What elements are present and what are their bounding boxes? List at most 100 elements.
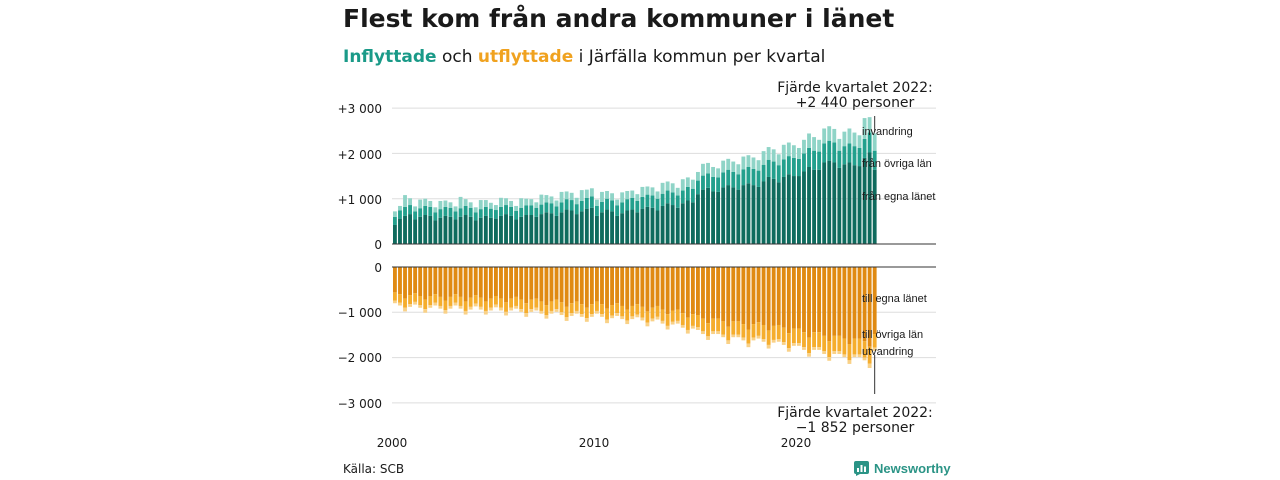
bar-inflow-own-county (771, 178, 776, 244)
bar-inflow-other-county (776, 165, 781, 183)
bar-inflow-immigration (463, 199, 468, 206)
bar-inflow-own-county (438, 217, 443, 244)
bar-outflow-own-county (711, 267, 715, 319)
bar-outflow-own-county (620, 267, 625, 306)
bar-inflow-own-county (554, 215, 559, 244)
bar-outflow-other-county (655, 305, 660, 317)
bar-outflow-own-county (453, 267, 458, 295)
bar-inflow-immigration (625, 190, 630, 200)
bar-outflow-own-county (600, 267, 604, 305)
bar-inflow-immigration (660, 182, 665, 194)
bar-inflow-own-county (605, 209, 609, 244)
bar-inflow-own-county (559, 212, 564, 244)
bar-inflow-own-county (701, 189, 705, 244)
y-tick-bottom-1000: −1 000 (338, 306, 382, 320)
bar-inflow-own-county (488, 217, 493, 244)
bar-outflow-other-county (584, 307, 589, 319)
bar-inflow-other-county (574, 204, 579, 215)
bar-outflow-other-county (458, 296, 463, 306)
bar-inflow-own-county (635, 212, 640, 244)
bar-inflow-other-county (418, 208, 423, 217)
bar-outflow-own-county (544, 267, 549, 306)
bar-inflow-own-county (574, 214, 579, 244)
bar-outflow-own-county (731, 267, 736, 322)
bar-outflow-other-county (781, 327, 786, 343)
bar-inflow-other-county (600, 201, 604, 213)
bar-inflow-other-county (539, 204, 544, 215)
bar-outflow-other-county (393, 292, 397, 301)
bar-outflow-own-county (761, 267, 766, 325)
bar-inflow-immigration (786, 142, 791, 157)
bar-inflow-own-county (741, 185, 746, 244)
bar-inflow-immigration (862, 118, 867, 139)
bar-inflow-other-county (519, 207, 524, 217)
legend-fran-ovriga-lan: från övriga län (862, 158, 932, 170)
bar-inflow-other-county (665, 190, 670, 204)
bar-inflow-other-county (645, 194, 650, 207)
bar-outflow-emigration (494, 304, 498, 308)
bar-inflow-other-county (408, 205, 412, 215)
bar-outflow-own-county (605, 267, 609, 309)
bar-inflow-other-county (867, 132, 872, 153)
bar-outflow-own-county (448, 267, 453, 297)
bar-outflow-own-county (776, 267, 781, 325)
brand-logo[interactable]: Newsworthy (854, 461, 951, 476)
bar-outflow-other-county (857, 338, 862, 355)
bar-outflow-emigration (696, 327, 700, 330)
bar-inflow-immigration (559, 191, 564, 203)
bar-inflow-immigration (534, 202, 539, 208)
bar-inflow-immigration (665, 181, 670, 191)
bar-outflow-own-county (822, 267, 827, 336)
bar-outflow-other-county (660, 309, 665, 321)
bar-outflow-emigration (529, 309, 534, 312)
bar-outflow-other-county (433, 294, 438, 303)
bar-outflow-emigration (726, 340, 731, 345)
bar-inflow-own-county (569, 210, 574, 244)
bar-outflow-own-county (438, 267, 443, 297)
bar-inflow-other-county (549, 203, 554, 214)
bar-outflow-other-county (519, 299, 524, 310)
bar-inflow-immigration (867, 117, 872, 133)
bar-inflow-own-county (690, 202, 695, 244)
bar-outflow-emigration (408, 304, 412, 307)
bar-inflow-other-county (660, 193, 665, 206)
bar-inflow-own-county (539, 214, 544, 244)
bar-inflow-other-county (564, 199, 569, 210)
bar-inflow-immigration (807, 133, 811, 148)
chart-subtitle: Inflyttade och utflyttade i Järfälla kom… (343, 47, 825, 67)
bar-outflow-other-county (423, 299, 428, 310)
bar-inflow-other-county (504, 205, 508, 215)
y-tick-bottom-2000: −2 000 (338, 351, 382, 365)
bar-inflow-immigration (408, 198, 412, 206)
bar-inflow-other-county (413, 211, 418, 220)
bar-outflow-emigration (579, 314, 584, 317)
bar-outflow-own-county (423, 267, 428, 300)
bar-outflow-own-county (807, 267, 811, 338)
bar-inflow-immigration (584, 189, 589, 198)
bar-outflow-other-county (665, 314, 670, 326)
bar-outflow-other-county (473, 295, 478, 304)
bar-inflow-own-county (670, 205, 675, 244)
bar-outflow-emigration (670, 321, 675, 325)
bar-inflow-own-county (872, 169, 877, 244)
bar-outflow-own-county (802, 267, 806, 333)
outflow-bars (393, 267, 877, 369)
bar-inflow-immigration (847, 128, 852, 144)
bar-inflow-other-county (731, 171, 736, 188)
bar-outflow-own-county (504, 267, 508, 303)
bar-inflow-other-county (569, 200, 574, 211)
bar-inflow-other-county (706, 173, 710, 188)
bar-outflow-emigration (766, 344, 771, 349)
bar-outflow-emigration (721, 334, 726, 338)
bar-inflow-other-county (448, 207, 453, 217)
bar-outflow-other-county (685, 317, 690, 330)
bar-outflow-other-county (751, 324, 756, 338)
bar-outflow-other-county (534, 298, 539, 308)
bar-inflow-other-county (579, 200, 584, 212)
bar-outflow-own-county (847, 267, 852, 345)
bar-outflow-other-county (862, 341, 867, 358)
bar-outflow-own-county (867, 267, 872, 347)
bar-inflow-other-county (524, 205, 529, 216)
bar-inflow-immigration (483, 200, 488, 207)
bar-outflow-emigration (559, 312, 564, 316)
